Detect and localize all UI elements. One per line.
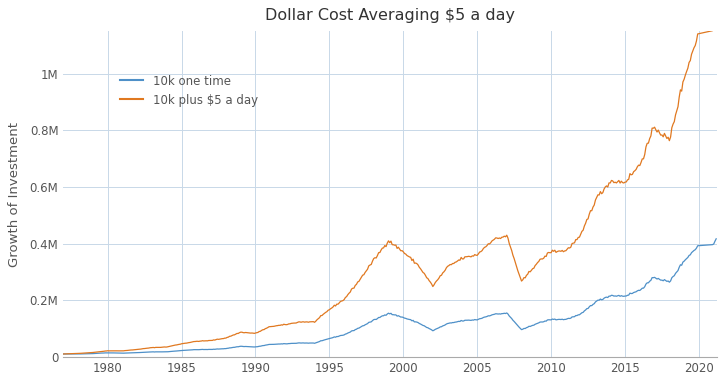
10k one time [626,291,634,295]
Line: 10k plus $5 a day: 10k plus $5 a day [63,14,716,354]
10k plus $5 a day [568,241,576,246]
10k plus $5 a day [76,351,85,355]
10k one time [712,237,721,241]
10k one time [59,352,67,356]
10k plus $5 a day [559,249,568,254]
10k plus $5 a day [136,347,144,352]
10k one time [569,314,578,319]
10k plus $5 a day [59,352,67,356]
Y-axis label: Growth of Investment: Growth of Investment [8,122,21,267]
10k one time [78,352,86,356]
10k plus $5 a day [624,177,633,182]
10k one time [234,344,243,349]
Legend: 10k one time, 10k plus $5 a day: 10k one time, 10k plus $5 a day [115,70,262,111]
10k plus $5 a day [233,331,241,336]
10k one time [136,350,145,355]
Line: 10k one time: 10k one time [63,239,716,354]
10k plus $5 a day [712,11,721,16]
10k one time [60,352,69,356]
Title: Dollar Cost Averaging $5 a day: Dollar Cost Averaging $5 a day [265,8,515,23]
10k one time [560,317,569,322]
